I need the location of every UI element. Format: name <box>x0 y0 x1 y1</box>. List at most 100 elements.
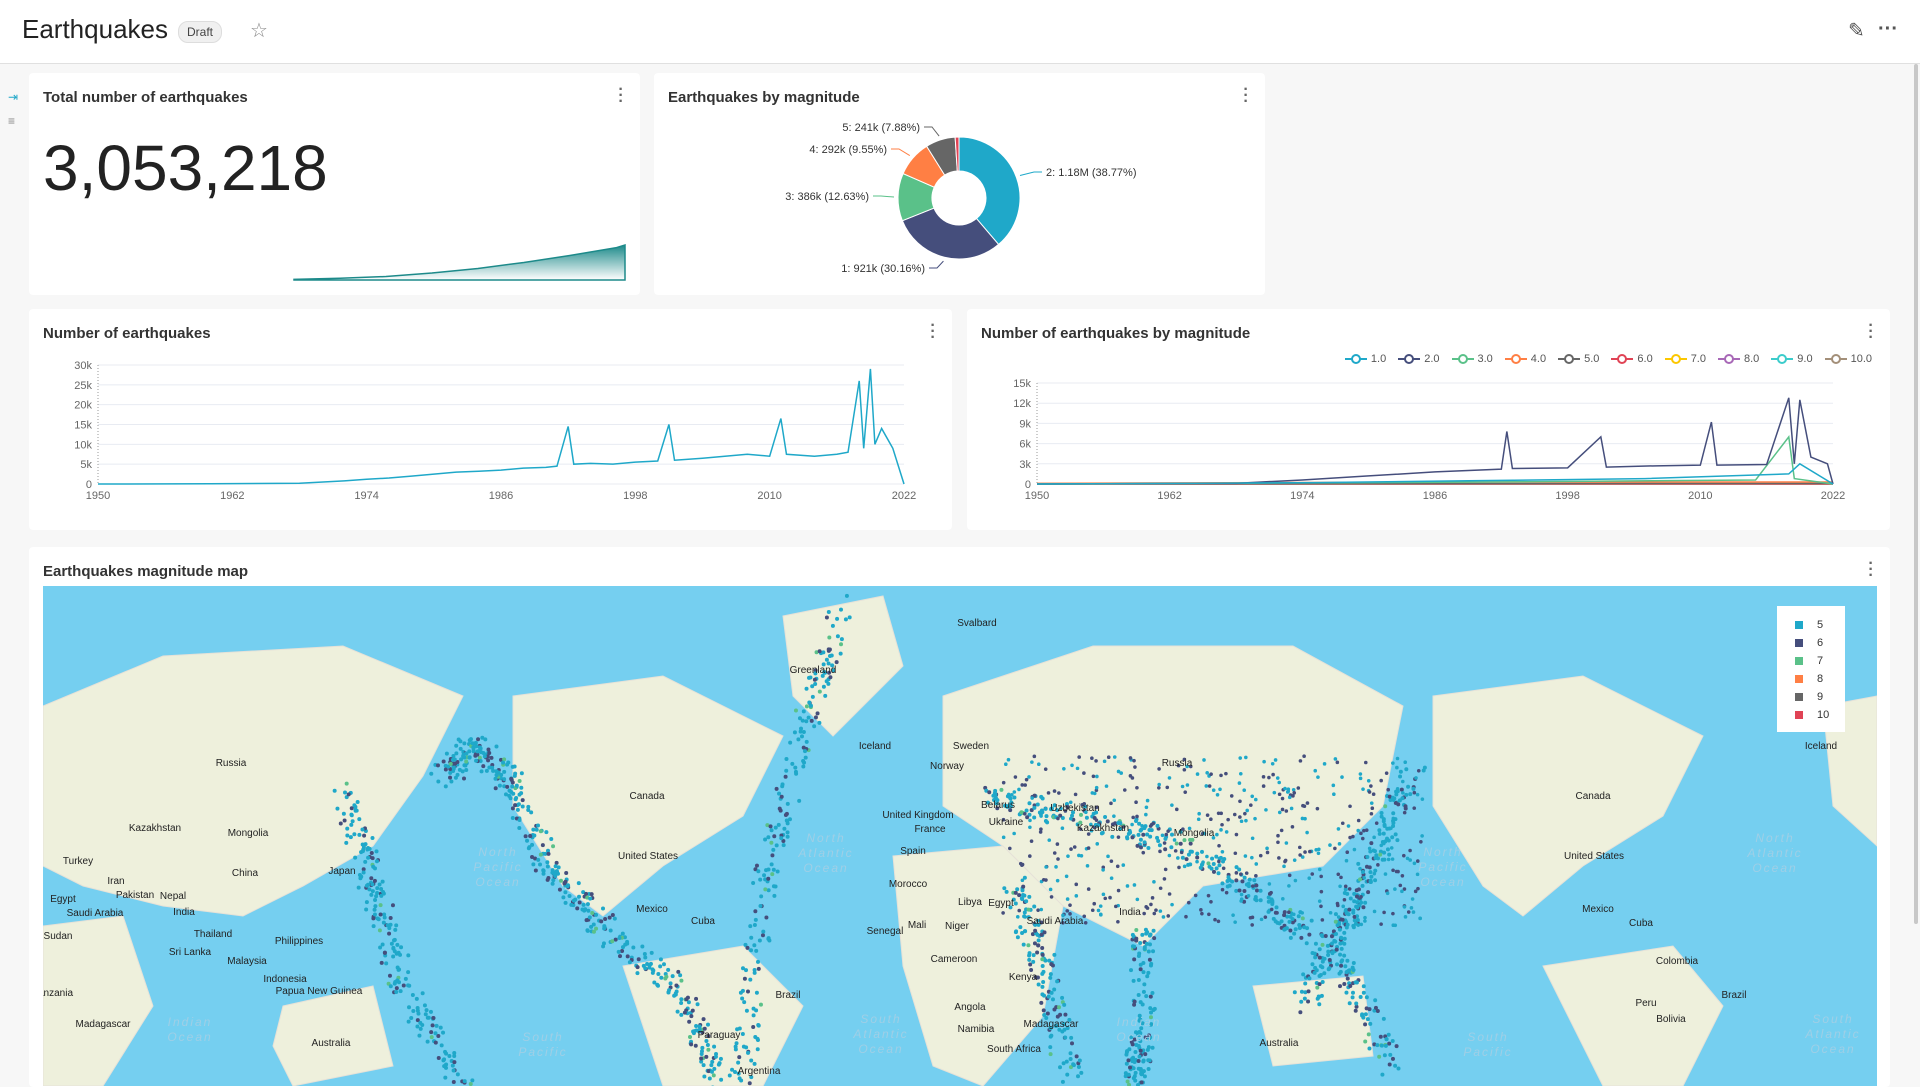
quake-point <box>1032 816 1036 820</box>
map-legend-item[interactable]: 9 <box>1795 688 1845 706</box>
quake-point <box>1007 793 1011 797</box>
quake-point <box>1013 790 1017 794</box>
quake-point <box>378 946 382 950</box>
quake-point <box>462 777 466 781</box>
map-legend-item[interactable]: 7 <box>1795 652 1845 670</box>
quake-point <box>538 862 542 866</box>
quake-point <box>1370 812 1374 816</box>
quake-point <box>1079 1071 1083 1075</box>
quake-point <box>752 1013 756 1017</box>
quake-point <box>610 939 614 943</box>
quake-point <box>358 873 362 877</box>
quake-point <box>1320 890 1324 894</box>
quake-point <box>1340 958 1344 962</box>
quake-point <box>794 708 798 712</box>
expand-icon[interactable]: ⇥ <box>8 90 18 104</box>
quake-point <box>351 819 355 823</box>
quake-point <box>557 865 561 869</box>
quake-point <box>1143 1074 1147 1078</box>
quake-point <box>487 751 491 755</box>
quake-point <box>739 1079 743 1083</box>
quake-point <box>345 827 349 831</box>
country-label: Morocco <box>889 879 928 890</box>
quake-point <box>1231 913 1235 917</box>
quake-point <box>389 916 393 920</box>
quake-point <box>1254 884 1258 888</box>
more-vertical-icon[interactable]: ··· <box>1868 561 1874 579</box>
quake-point <box>527 846 531 850</box>
quake-point <box>373 904 377 908</box>
quake-point <box>1395 1044 1399 1048</box>
quake-point <box>519 786 523 790</box>
quake-point <box>1298 846 1302 850</box>
quake-point <box>1138 1055 1142 1059</box>
map-legend-item[interactable]: 8 <box>1795 670 1845 688</box>
star-icon[interactable]: ☆ <box>250 18 268 43</box>
quake-point <box>1390 846 1394 850</box>
quake-point <box>1297 786 1301 790</box>
quake-point <box>1245 871 1249 875</box>
quake-point <box>1144 905 1148 909</box>
quake-point <box>1095 842 1099 846</box>
quake-point <box>333 789 337 793</box>
country-label: Sri Lanka <box>169 947 212 958</box>
quake-point <box>534 868 538 872</box>
map-legend-item[interactable]: 10 <box>1795 706 1845 724</box>
quake-point <box>419 1027 423 1031</box>
quake-point <box>1048 1045 1052 1049</box>
quake-point <box>399 989 403 993</box>
quake-point <box>1305 831 1309 835</box>
ocean-label-line: Ocean <box>803 861 848 875</box>
quake-point <box>1290 807 1294 811</box>
quake-point <box>1419 840 1423 844</box>
quake-point <box>1292 913 1296 917</box>
quake-point <box>1137 978 1141 982</box>
quake-point <box>1023 910 1027 914</box>
quake-point <box>1348 984 1352 988</box>
pencil-icon[interactable]: ✎ <box>1848 18 1865 43</box>
quake-point <box>449 780 453 784</box>
quake-point <box>568 894 572 898</box>
quake-point <box>1147 949 1151 953</box>
quake-point <box>1030 839 1034 843</box>
quake-point <box>1141 1060 1145 1064</box>
quake-point <box>449 762 453 766</box>
quake-point <box>1149 933 1153 937</box>
quake-point <box>1039 1001 1043 1005</box>
ocean-label-line: North <box>806 831 845 845</box>
quake-point <box>490 766 494 770</box>
scrollbar[interactable] <box>1914 64 1918 924</box>
quake-point <box>1288 873 1292 877</box>
quake-point <box>391 946 395 950</box>
quake-point <box>1110 835 1114 839</box>
quake-point <box>1041 964 1045 968</box>
legend-swatch <box>1795 639 1803 647</box>
quake-point <box>1042 1008 1046 1012</box>
quake-point <box>1403 760 1407 764</box>
quake-point <box>1314 942 1318 946</box>
quake-point <box>1222 857 1226 861</box>
quake-point <box>1294 879 1298 883</box>
quake-point <box>1157 786 1161 790</box>
quake-point <box>1342 931 1346 935</box>
quake-point <box>1395 766 1399 770</box>
more-horizontal-icon[interactable]: ··· <box>1878 18 1898 41</box>
quake-point <box>1199 908 1203 912</box>
quake-point <box>817 721 821 725</box>
quake-point <box>397 968 401 972</box>
quake-point <box>1262 784 1266 788</box>
quake-point <box>373 912 377 916</box>
quake-point <box>1205 855 1209 859</box>
quake-point <box>586 902 590 906</box>
quake-point <box>1166 829 1170 833</box>
quake-point <box>1183 865 1187 869</box>
map-legend-item[interactable]: 6 <box>1795 634 1845 652</box>
quake-point <box>772 868 776 872</box>
country-label: Spain <box>900 846 926 857</box>
quake-point <box>582 903 586 907</box>
filter-icon[interactable]: ≡ <box>8 114 15 128</box>
map-legend-item[interactable]: 5 <box>1795 616 1845 634</box>
quake-point <box>679 979 683 983</box>
